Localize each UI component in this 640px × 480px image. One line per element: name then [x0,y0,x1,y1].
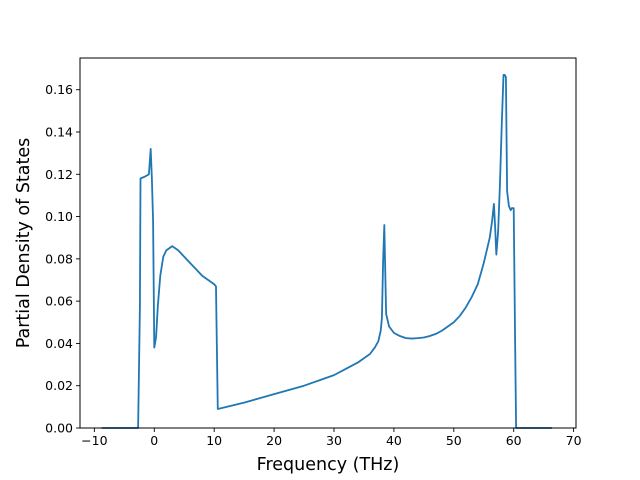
y-tick-label: 0.06 [45,294,73,309]
y-tick-label: 0.16 [45,82,73,97]
y-axis-ticks: 0.00 0.02 0.04 0.06 0.08 0.10 0.12 0.14 0.16 [45,82,80,436]
x-tick-label: 70 [566,433,582,448]
x-tick-label: −10 [81,433,107,448]
y-tick-label: 0.10 [45,209,73,224]
x-tick-label: 30 [326,433,342,448]
plot-frame [79,57,577,429]
x-tick-label: 10 [206,433,222,448]
x-tick-label: 0 [150,433,158,448]
y-tick-label: 0.14 [45,125,73,140]
x-tick-label: 50 [446,433,462,448]
x-tick-label: 40 [386,433,402,448]
y-tick-label: 0.00 [45,421,73,436]
pdos-series-line [101,74,553,429]
y-tick-label: 0.04 [45,336,73,351]
x-tick-label: 60 [506,433,522,448]
y-tick-label: 0.02 [45,378,73,393]
y-tick-label: 0.12 [45,167,73,182]
x-axis-ticks: −10 0 10 20 30 40 50 60 70 [81,428,582,448]
y-tick-label: 0.08 [45,251,73,266]
y-axis-label: Partial Density of States [14,138,34,349]
plot-area [80,58,576,428]
x-axis-label: Frequency (THz) [257,455,400,475]
x-tick-label: 20 [266,433,282,448]
